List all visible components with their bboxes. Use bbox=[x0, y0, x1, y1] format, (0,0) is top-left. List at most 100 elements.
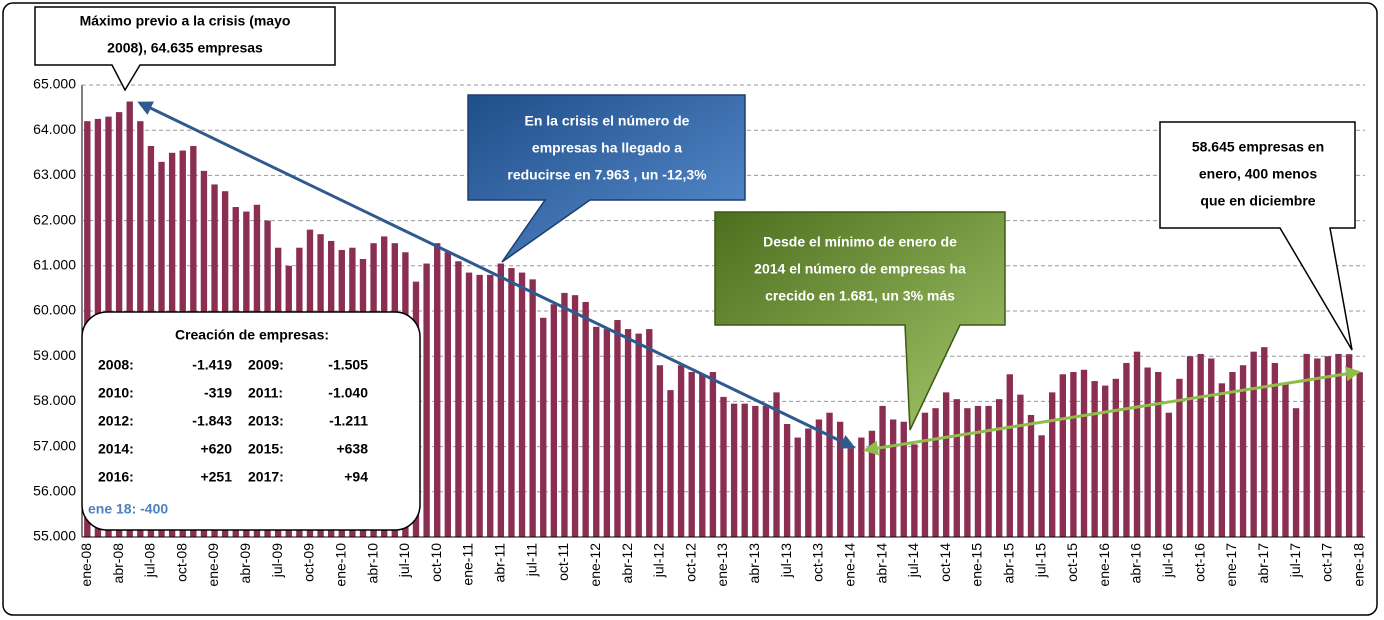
annotation: Desde el mínimo de enero de bbox=[763, 234, 957, 250]
y-tick-label: 62.000 bbox=[33, 211, 76, 227]
box-cell: 2016: bbox=[98, 469, 134, 485]
x-tick-label: oct-15 bbox=[1064, 543, 1080, 582]
box-cell: -319 bbox=[204, 385, 232, 401]
x-tick-label: ene-10 bbox=[332, 543, 348, 587]
annotation: Máximo previo a la crisis (mayo bbox=[80, 13, 291, 29]
x-tick-label: oct-09 bbox=[301, 543, 317, 582]
bar bbox=[1027, 414, 1035, 537]
x-tick-label: oct-13 bbox=[810, 543, 826, 582]
bar bbox=[942, 392, 950, 537]
bar bbox=[550, 304, 558, 537]
x-tick-label: ene-11 bbox=[460, 543, 476, 586]
bar bbox=[540, 317, 547, 537]
bar bbox=[762, 405, 770, 537]
x-tick-label: jul-17 bbox=[1287, 543, 1303, 578]
bar bbox=[1292, 408, 1300, 537]
x-tick-label: abr-13 bbox=[746, 543, 762, 584]
annotation: 2014 el número de empresas ha bbox=[754, 261, 966, 277]
bar bbox=[529, 279, 536, 537]
box-cell: 2009: bbox=[248, 357, 284, 373]
callout bbox=[467, 94, 746, 263]
x-tick-label: oct-14 bbox=[937, 543, 953, 582]
bar bbox=[455, 261, 462, 537]
bar bbox=[709, 372, 717, 537]
bar bbox=[953, 399, 960, 537]
box-cell: 2011: bbox=[248, 385, 283, 401]
bar bbox=[1197, 353, 1204, 537]
bar bbox=[1345, 354, 1353, 537]
bar bbox=[1059, 374, 1066, 537]
bar bbox=[1271, 362, 1279, 537]
bar bbox=[889, 419, 897, 537]
box-cell: -1.211 bbox=[329, 413, 368, 429]
bar bbox=[699, 374, 706, 537]
arrow bbox=[863, 366, 1361, 456]
x-tick-label: jul-11 bbox=[523, 543, 539, 577]
box-cell: +620 bbox=[200, 441, 232, 457]
bar bbox=[1165, 412, 1173, 537]
bar bbox=[1144, 367, 1151, 537]
y-tick-label: 65.000 bbox=[33, 76, 76, 92]
x-tick-label: abr-09 bbox=[237, 543, 253, 584]
bar bbox=[476, 274, 483, 537]
bar bbox=[1250, 351, 1257, 537]
x-tick-label: oct-12 bbox=[682, 543, 698, 582]
bar bbox=[1006, 374, 1013, 537]
x-tick-label: jul-14 bbox=[905, 543, 921, 578]
box-cell: +638 bbox=[336, 441, 368, 457]
bar bbox=[783, 424, 791, 537]
bar bbox=[815, 419, 823, 537]
box-cell: -1.505 bbox=[328, 357, 368, 373]
bar bbox=[794, 437, 801, 537]
y-tick-label: 57.000 bbox=[33, 437, 76, 453]
annotation: reducirse en 7.963 , un -12,3% bbox=[507, 167, 707, 183]
bar bbox=[1091, 381, 1098, 537]
x-tick-label: abr-15 bbox=[1000, 543, 1016, 584]
bar bbox=[1155, 372, 1162, 537]
x-tick-label: abr-11 bbox=[492, 543, 508, 583]
x-tick-label: ene-17 bbox=[1223, 543, 1239, 587]
x-tick-label: oct-16 bbox=[1191, 543, 1207, 582]
annotation: En la crisis el número de bbox=[525, 113, 690, 129]
annotation: empresas ha llegado a bbox=[532, 140, 682, 156]
bar bbox=[677, 365, 685, 537]
x-tick-label: ene-08 bbox=[78, 543, 94, 587]
x-tick-label: oct-08 bbox=[173, 543, 189, 582]
box-cell: -1.843 bbox=[192, 413, 232, 429]
bar bbox=[847, 448, 854, 537]
bar bbox=[1218, 383, 1226, 537]
bar bbox=[624, 329, 632, 537]
x-tick-label: abr-08 bbox=[110, 543, 126, 584]
bar bbox=[561, 292, 568, 537]
bar bbox=[614, 320, 621, 537]
x-tick-label: jul-08 bbox=[142, 543, 158, 578]
y-tick-label: 61.000 bbox=[33, 257, 76, 273]
bar bbox=[1049, 392, 1056, 537]
x-tick-label: abr-12 bbox=[619, 543, 635, 584]
x-tick-label: oct-17 bbox=[1319, 543, 1335, 582]
bar bbox=[826, 412, 833, 537]
bar bbox=[1102, 385, 1109, 537]
bar bbox=[646, 329, 653, 537]
annotation: que en diciembre bbox=[1200, 193, 1315, 209]
x-tick-label: jul-16 bbox=[1160, 543, 1176, 578]
bar bbox=[423, 263, 430, 537]
bar bbox=[1324, 356, 1332, 537]
bar bbox=[465, 272, 473, 537]
x-tick-label: ene-14 bbox=[841, 543, 857, 587]
bar bbox=[1176, 378, 1183, 537]
bar bbox=[858, 437, 865, 537]
bar bbox=[1123, 362, 1130, 537]
bar bbox=[868, 430, 876, 537]
x-tick-label: jul-10 bbox=[396, 543, 412, 578]
bar bbox=[635, 333, 642, 537]
callout bbox=[1159, 121, 1356, 351]
x-tick-label: ene-15 bbox=[969, 543, 985, 587]
bar bbox=[444, 252, 451, 538]
bar bbox=[667, 390, 674, 537]
bar bbox=[964, 408, 971, 537]
y-tick-label: 56.000 bbox=[33, 483, 76, 499]
x-tick-label: jul-15 bbox=[1032, 543, 1048, 578]
x-tick-label: abr-14 bbox=[873, 543, 889, 584]
